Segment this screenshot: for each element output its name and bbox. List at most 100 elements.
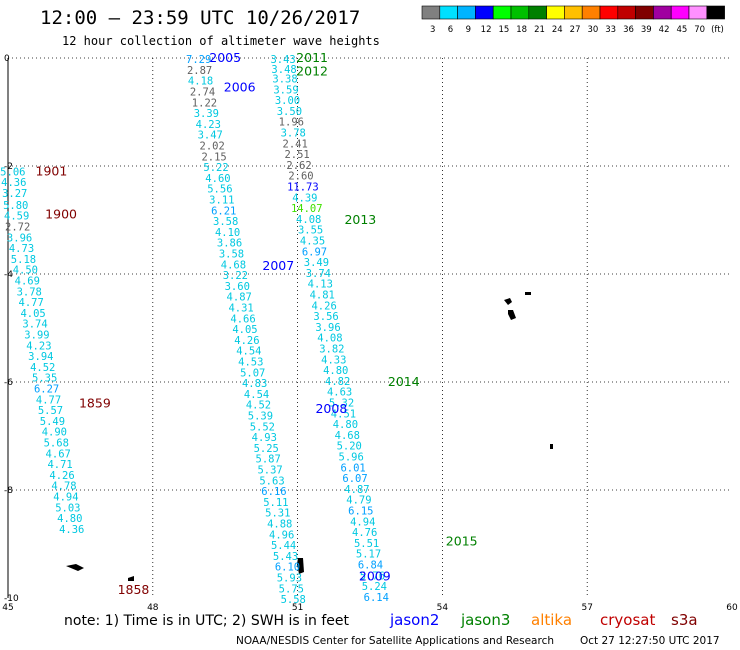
swh-value: 6.01 [340, 462, 365, 474]
x-tick-label: 48 [147, 603, 159, 613]
swh-value: 5.44 [271, 540, 296, 552]
pass-label: 2015 [446, 533, 478, 548]
swh-value: 4.36 [59, 524, 84, 536]
swh-value: 5.20 [337, 441, 362, 453]
swh-value: 4.80 [333, 419, 358, 431]
scale-label: 15 [498, 25, 509, 35]
swh-value: 5.11 [263, 497, 288, 509]
land-masses [66, 292, 553, 581]
timestamp-text: Oct 27 12:27:50 UTC 2017 [580, 635, 720, 647]
swh-value: 5.68 [44, 437, 69, 449]
swh-value: 4.63 [327, 387, 352, 399]
pass-label: 2009 [359, 568, 391, 583]
swh-value: 4.08 [317, 333, 342, 345]
swh-value: 4.36 [1, 177, 26, 189]
swh-value: 3.58 [213, 216, 238, 228]
island-shape [504, 298, 512, 305]
scale-swatch [528, 5, 547, 20]
swh-value: 6.97 [302, 246, 327, 258]
swh-value: 3.82 [319, 344, 344, 356]
swh-value: 1.22 [192, 97, 217, 109]
swh-value: 4.93 [252, 432, 277, 444]
pass-label: 2007 [262, 258, 294, 273]
island-shape [525, 292, 531, 295]
scale-label: 70 [694, 25, 705, 35]
island-shape [66, 564, 84, 571]
scale-swatch [546, 5, 565, 20]
swh-value: 5.96 [339, 452, 364, 464]
scale-label: 30 [587, 25, 598, 35]
scale-label: 39 [641, 25, 652, 35]
scale-swatch [457, 5, 476, 20]
swh-value: 5.25 [254, 443, 279, 455]
swh-value: 4.52 [30, 362, 55, 374]
page-subtitle: 12 hour collection of altimeter wave hei… [62, 34, 380, 48]
x-tick-label: 45 [2, 603, 13, 613]
swh-value: 4.82 [325, 376, 350, 388]
scale-swatch [635, 5, 654, 20]
swh-value: 2.51 [284, 149, 309, 161]
swh-value: 5.32 [329, 398, 354, 410]
swh-value: 5.37 [257, 464, 282, 476]
swh-value: 5.63 [259, 475, 284, 487]
swh-value: 4.13 [308, 279, 333, 291]
swh-value: 4.87 [227, 292, 252, 304]
swh-value: 4.23 [26, 340, 51, 352]
swh-value: 5.18 [11, 254, 36, 266]
swh-value: 3.96 [7, 232, 32, 244]
swh-value: 4.50 [13, 265, 38, 277]
swh-value: 4.73 [9, 243, 34, 255]
swh-value: 4.77 [19, 297, 44, 309]
swh-value: 4.33 [321, 354, 346, 366]
swh-value: 3.11 [209, 194, 234, 206]
swh-value: 4.26 [311, 300, 336, 312]
swh-value: 3.48 [271, 64, 296, 76]
swh-value: 3.49 [304, 257, 329, 269]
y-tick-label: -8 [4, 486, 13, 496]
satellite-legend: jason2 jason3 altika cryosat s3a [389, 611, 698, 629]
swh-value: 4.83 [242, 378, 267, 390]
scale-swatch [670, 5, 690, 20]
credit-text: NOAA/NESDIS Center for Satellite Applica… [236, 635, 554, 647]
swh-value: 5.17 [356, 549, 381, 561]
swh-value: 4.77 [36, 394, 61, 406]
swh-value: 5.87 [256, 454, 281, 466]
swh-value: 4.18 [188, 76, 213, 88]
scale-swatch [421, 5, 441, 20]
scale-label: 12 [481, 25, 492, 35]
scale-swatch [599, 5, 619, 20]
swh-value: 4.68 [221, 259, 246, 271]
scale-label: 3 [430, 25, 435, 35]
swh-value: 4.88 [267, 518, 292, 530]
swh-value: 1.96 [279, 117, 304, 129]
satellite-name: jason2 [389, 611, 439, 629]
satellite-name: altika [531, 611, 572, 629]
scale-swatch [492, 5, 512, 20]
pass-label: 2006 [224, 80, 256, 95]
swh-value: 4.81 [310, 290, 335, 302]
swh-value: 4.78 [51, 481, 76, 493]
scale-swatch [475, 5, 494, 20]
pass-label: 1858 [118, 582, 150, 597]
scale-swatch [688, 5, 708, 20]
swh-value: 6.14 [364, 592, 389, 604]
satellite-name: s3a [671, 611, 698, 629]
swh-value: 4.59 [4, 211, 29, 223]
swh-value: 5.39 [248, 410, 273, 422]
scale-swatch [617, 5, 636, 20]
swh-value: 6.84 [358, 560, 383, 572]
swh-value: 4.68 [335, 430, 360, 442]
swh-value: 3.96 [315, 322, 340, 334]
pass-label: 2012 [296, 64, 328, 79]
swh-value: 3.56 [313, 311, 338, 323]
swh-value: 3.99 [24, 329, 49, 341]
swh-value: 3.39 [194, 108, 219, 120]
swh-value: 4.26 [49, 470, 74, 482]
swh-value: 5.93 [277, 572, 302, 584]
swh-value: 4.76 [352, 527, 377, 539]
swh-value: 3.27 [2, 188, 27, 200]
pass-label: 2011 [296, 50, 328, 65]
swh-value: 4.54 [236, 346, 261, 358]
swh-value: 4.05 [20, 308, 45, 320]
